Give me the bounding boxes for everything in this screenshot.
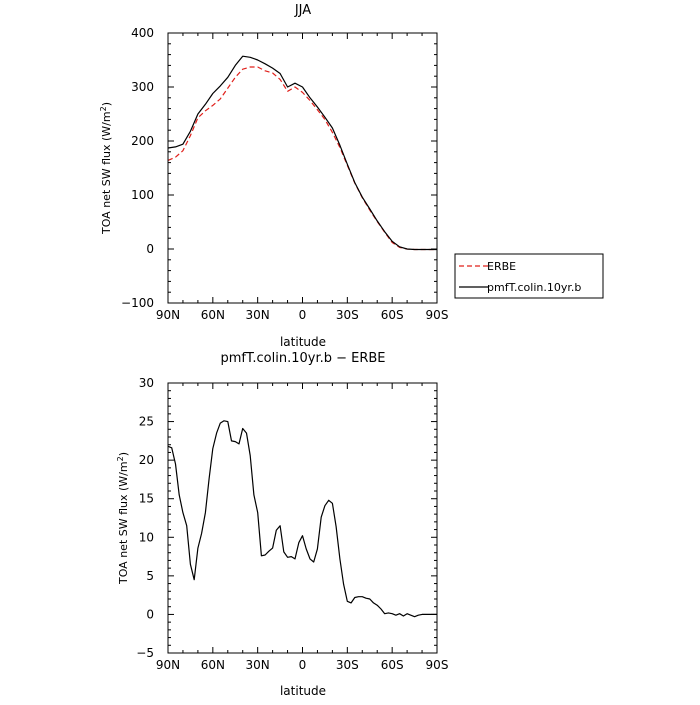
top-chart-title: JJA: [294, 3, 311, 18]
top-ticks-group: 90N 60N 30N 0 30S 60S 90S −100 0 100 200 300 400: [121, 26, 448, 322]
top-panel: JJA 90N 60N 30N 0 30S 60S 90S −100 0 100 200 300 400…: [99, 3, 604, 349]
bottom-x-axis-label: latitude: [280, 684, 326, 698]
top-y-axis-label-main: TOA net SW flux (W/m: [100, 111, 113, 235]
bottom-x-tick-label: 90N: [156, 658, 180, 672]
bottom-ticks-group: 90N 60N 30N 0 30S 60S 90S −5 0 5 10 15 20 25 30: [136, 376, 448, 672]
bottom-plot-frame: [167, 382, 438, 654]
top-x-tick-label: 30S: [336, 308, 359, 322]
top-x-tick-label: 90N: [156, 308, 180, 322]
top-x-tick-label: 0: [299, 308, 307, 322]
bottom-chart-title: pmfT.colin.10yr.b − ERBE: [220, 351, 385, 366]
top-x-axis-label: latitude: [280, 335, 326, 349]
bottom-y-tick-label: 0: [146, 607, 154, 621]
top-y-tick-label: 100: [131, 188, 154, 202]
bottom-y-axis-label-main: TOA net SW flux (W/m: [117, 461, 130, 585]
bottom-x-tick-label: 60S: [381, 658, 404, 672]
bottom-y-tick-label: 25: [139, 415, 154, 429]
bottom-y-tick-label: 10: [139, 530, 154, 544]
bottom-panel: pmfT.colin.10yr.b − ERBE 90N 60N 30N 0 30S 60…: [116, 351, 448, 698]
top-plot-frame: [167, 32, 438, 304]
bottom-y-tick-label: 30: [139, 376, 154, 390]
bottom-x-tick-label: 90S: [426, 658, 449, 672]
bottom-series-line-0: [167, 420, 437, 618]
top-y-axis-label-sup: 2: [99, 106, 108, 111]
bottom-x-tick-label: 0: [299, 658, 307, 672]
bottom-y-tick-label: 20: [139, 453, 154, 467]
top-x-tick-label: 60N: [201, 308, 225, 322]
top-y-axis-label-tail: ): [100, 102, 113, 106]
top-y-tick-label: 200: [131, 134, 154, 148]
bottom-series-group: [167, 420, 437, 618]
legend-model-label: pmfT.colin.10yr.b: [487, 281, 581, 294]
bottom-y-tick-label: 5: [146, 569, 154, 583]
bottom-y-axis-label: TOA net SW flux (W/m2): [116, 452, 130, 585]
bottom-y-tick-label: 15: [139, 492, 154, 506]
bottom-y-axis-label-tail: ): [117, 452, 130, 456]
top-y-tick-label: 0: [146, 242, 154, 256]
top-series-group: [167, 55, 437, 251]
top-series-line-1: [167, 55, 437, 251]
bottom-x-tick-label: 60N: [201, 658, 225, 672]
top-x-tick-label: 60S: [381, 308, 404, 322]
legend-box: [454, 253, 604, 299]
bottom-x-tick-label: 30S: [336, 658, 359, 672]
bottom-x-tick-label: 30N: [246, 658, 270, 672]
top-x-tick-label: 90S: [426, 308, 449, 322]
bottom-y-tick-label: −5: [136, 646, 154, 660]
top-legend: ERBE pmfT.colin.10yr.b: [454, 253, 604, 299]
top-y-tick-label: −100: [121, 296, 154, 310]
top-series-line-0: [167, 66, 437, 251]
bottom-y-axis-label-sup: 2: [116, 456, 125, 461]
top-x-tick-label: 30N: [246, 308, 270, 322]
top-y-tick-label: 400: [131, 26, 154, 40]
top-y-tick-label: 300: [131, 80, 154, 94]
legend-erbe-label: ERBE: [487, 260, 516, 273]
top-y-axis-label: TOA net SW flux (W/m2): [99, 102, 113, 235]
